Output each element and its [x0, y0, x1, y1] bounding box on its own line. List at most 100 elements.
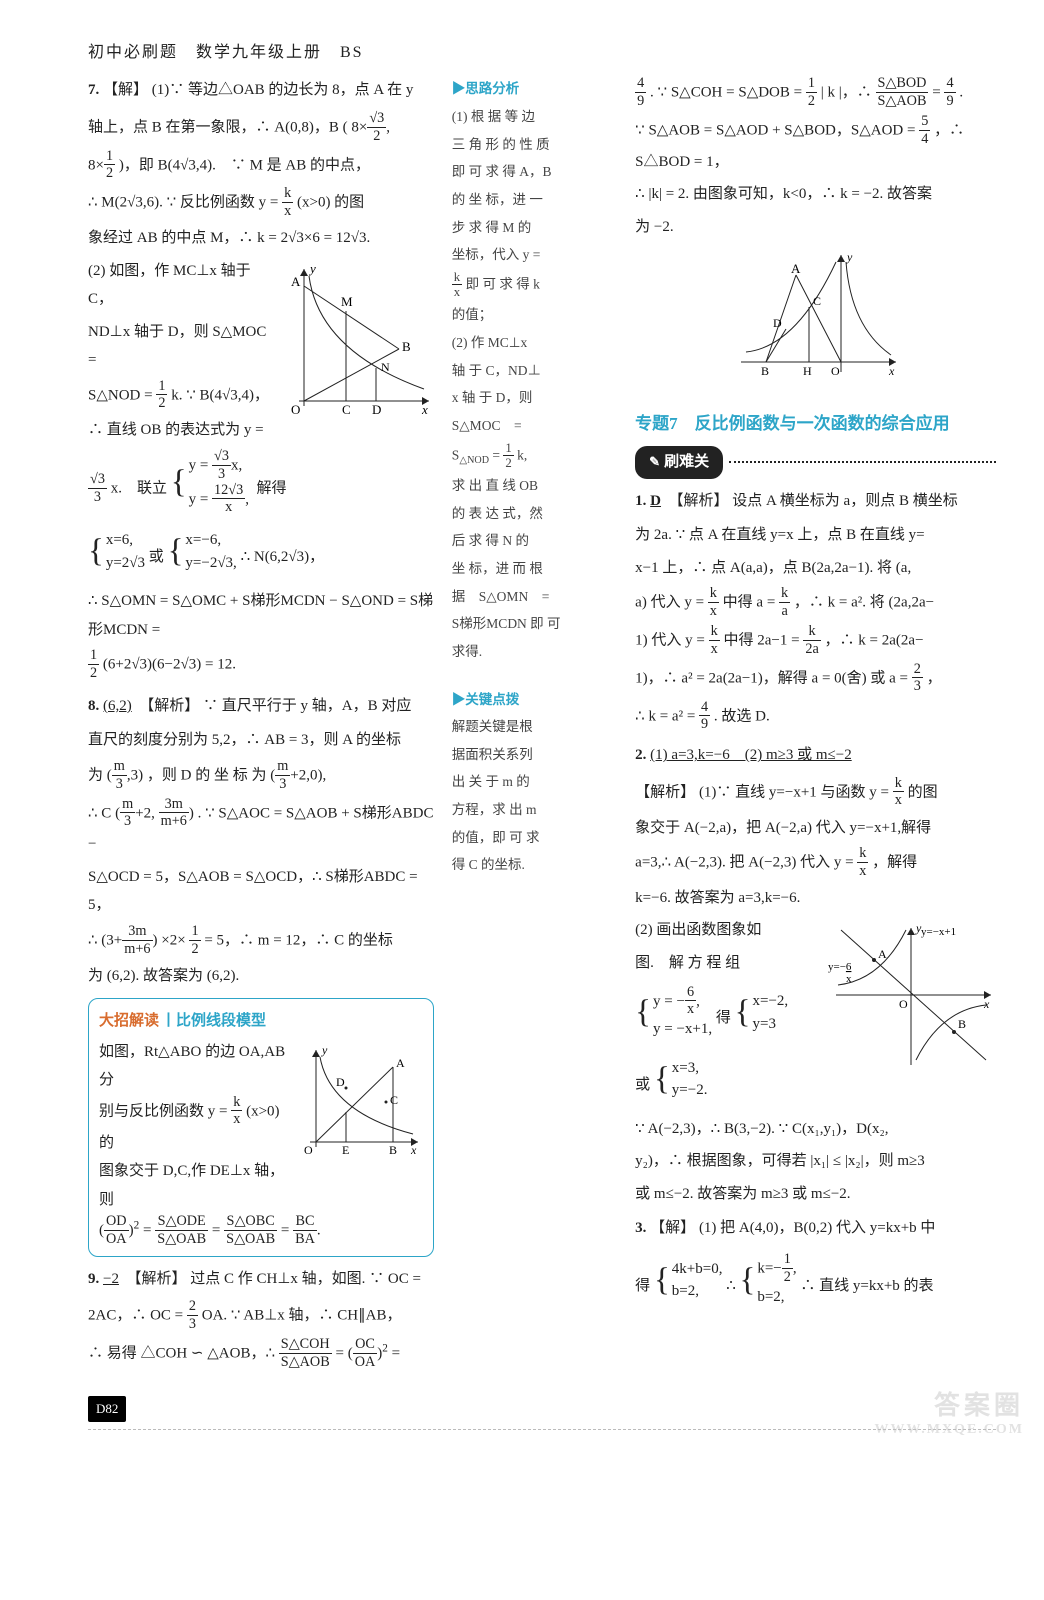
- page-footer: D82: [88, 1395, 996, 1431]
- topic-7-title: 专题7 反比例函数与一次函数的综合应用: [635, 408, 996, 440]
- hint-line: 出 关 于 m 的: [452, 769, 617, 795]
- q7-line: ∴ S△OMN = S△OMC + S梯形MCDN − S△OND = S梯形M…: [88, 587, 434, 644]
- hint-line: 三 角 形 的 性 质: [452, 132, 617, 158]
- svg-text:y: y: [846, 250, 853, 264]
- q8-text: ∵ 直尺平行于 y 轴，A，B 对应: [203, 698, 411, 714]
- svg-text:A: A: [878, 947, 887, 961]
- q2-line: a=3,∴ A(−2,3). 把 A(−2,3) 代入 y = kx ，解得: [635, 846, 996, 880]
- q8-tag: 【解析】: [139, 698, 199, 714]
- tip-line: 图象交于 D,C,作 DE⊥x 轴，则: [99, 1157, 423, 1214]
- q9-number: 9.: [88, 1271, 99, 1287]
- book-header: 初中必刷题 数学九年级上册 BS: [88, 38, 996, 68]
- svg-text:x: x: [888, 364, 895, 378]
- svg-text:B: B: [958, 1017, 966, 1031]
- svg-text:A: A: [791, 261, 801, 276]
- q8-line: 为 (m3,3) ，则 D 的 坐 标 为 (m3+2,0),: [88, 759, 434, 793]
- q2-answer: (1) a=3,k=−6 (2) m≥3 或 m≤−2: [650, 747, 852, 763]
- q1-answer: D: [650, 493, 661, 509]
- svg-text:A: A: [291, 274, 301, 289]
- hint8-title: ▶关键点拨: [452, 687, 617, 713]
- q2-line: ∵ A(−2,3)，∴ B(3,−2). ∵ C(x₁,y₁)，D(x₂,: [635, 1115, 996, 1144]
- hint-line: 步 求 得 M 的: [452, 215, 617, 241]
- hint-line: 即 可 求 得 A，B: [452, 159, 617, 185]
- problem-8: 8. (6,2) 【解析】 ∵ 直尺平行于 y 轴，A，B 对应: [88, 692, 434, 721]
- column-hints: ▶思路分析 (1) 根 据 等 边 三 角 形 的 性 质 即 可 求 得 A，…: [452, 76, 617, 1374]
- hint-line: S△MOC =: [452, 413, 617, 439]
- svg-text:y=−6: y=−6: [828, 961, 852, 973]
- hint-line: kx 即 可 求 得 k: [452, 270, 617, 301]
- q3-line: 得 { 4k+b=0,b=2, ∴ { k=−12, b=2, ∴ 直线 y=k…: [635, 1249, 996, 1312]
- q1-line: 为 2a. ∵ 点 A 在直线 y=x 上，点 B 在直线 y=: [635, 521, 996, 550]
- svg-text:O: O: [304, 1143, 313, 1157]
- section-shua: 刷难关: [635, 446, 996, 479]
- problem-7: 7. 【解】 (1)∵ 等边△OAB 的边长为 8，点 A 在 y: [88, 76, 434, 105]
- tip-box: 大招解读丨比例线段模型 A D C O E B x y: [88, 998, 434, 1257]
- hint-line: 求 出 直 线 OB: [452, 473, 617, 499]
- svg-text:A: A: [396, 1056, 405, 1070]
- hint-line: S梯形MCDN 即 可: [452, 611, 617, 637]
- q8-line: S△OCD = 5，S△AOB = S△OCD，∴ S梯形ABDC = 5，: [88, 863, 434, 920]
- hint7-title: ▶思路分析: [452, 76, 617, 102]
- svg-text:O: O: [291, 402, 300, 416]
- svg-text:C: C: [390, 1093, 398, 1107]
- q7-text: (1)∵ 等边△OAB 的边长为 8，点 A 在 y: [152, 82, 414, 98]
- q8-line: ∴ C (m3+2, 3mm+6) . ∵ S△AOC = S△AOB + S梯…: [88, 797, 434, 859]
- column-right: 49 . ∵ S△COH = S△DOB = 12 | k |，∴ S△BODS…: [635, 76, 996, 1374]
- graph-tipbox: A D C O E B x y: [298, 1042, 423, 1157]
- q7-line: ∴ M(2√3,6). ∵ 反比例函数 y = kx (x>0) 的图: [88, 186, 434, 220]
- svg-text:C: C: [813, 294, 821, 308]
- graph-q7: A M B N O C D x y: [284, 261, 434, 416]
- hint-line: (2) 作 MC⊥x: [452, 330, 617, 356]
- hint-line: 的值；: [452, 302, 617, 328]
- q8-line: 为 (6,2). 故答案为 (6,2).: [88, 962, 434, 991]
- svg-text:B: B: [389, 1143, 397, 1157]
- hint-line: 轴 于 C，ND⊥: [452, 358, 617, 384]
- svg-text:D: D: [336, 1075, 345, 1089]
- q9-text: 过点 C 作 CH⊥x 轴，如图. ∵ OC =: [190, 1271, 421, 1287]
- svg-text:D: D: [372, 402, 381, 416]
- q7-line: 轴上，点 B 在第一象限，∴ A(0,8)，B ( 8×√32,: [88, 111, 434, 145]
- column-left: 7. 【解】 (1)∵ 等边△OAB 的边长为 8，点 A 在 y 轴上，点 B…: [88, 76, 434, 1374]
- q9-line: ∴ 易得 △COH ∽ △AOB，∴ S△COHS△AOB = (OCOA)2 …: [88, 1337, 434, 1371]
- svg-text:O: O: [831, 364, 840, 378]
- svg-text:y: y: [321, 1043, 328, 1057]
- tip-title: 大招解读丨比例线段模型: [99, 1007, 423, 1036]
- q8-number: 8.: [88, 698, 99, 714]
- shua-badge: 刷难关: [635, 446, 723, 479]
- svg-text:x: x: [846, 973, 852, 985]
- problem-9: 9. −2 【解析】 过点 C 作 CH⊥x 轴，如图. ∵ OC =: [88, 1265, 434, 1294]
- hint-line: 坐 标，进 而 根: [452, 556, 617, 582]
- q2-line: y₂)，∴ 根据图象，可得若 |x₁| ≤ |x₂|，则 m≥3: [635, 1147, 996, 1176]
- svg-text:B: B: [402, 339, 411, 354]
- svg-text:E: E: [342, 1143, 349, 1157]
- q9-cont: ∴ |k| = 2. 由图象可知，k<0，∴ k = −2. 故答案: [635, 180, 996, 209]
- q1-line: a) 代入 y = kx 中得 a = ka ，∴ k = a². 将 (2a,…: [635, 586, 996, 620]
- q7-line: 8×12 )，即 B(4√3,4). ∵ M 是 AB 的中点，: [88, 149, 434, 183]
- q9-cont: 为 −2.: [635, 213, 996, 242]
- q7-line: ∴ 直线 OB 的表达式为 y =: [88, 416, 434, 445]
- q2-line: 【解析】 (1)∵ 直线 y=−x+1 与函数 y = kx 的图: [635, 776, 996, 810]
- hint-line: 的 表 达 式，然: [452, 501, 617, 527]
- svg-text:y: y: [915, 921, 922, 935]
- hint-line: 方程，求 出 m: [452, 797, 617, 823]
- svg-text:H: H: [803, 364, 812, 378]
- svg-text:x: x: [421, 402, 428, 416]
- svg-text:x: x: [410, 1143, 417, 1157]
- q9-answer: −2: [103, 1271, 119, 1287]
- tip-eq: (ODOA)2 = S△ODES△OAB = S△OBCS△OAB = BCBA…: [99, 1214, 423, 1248]
- problem-3: 3. 【解】 (1) 把 A(4,0)，B(0,2) 代入 y=kx+b 中: [635, 1214, 996, 1243]
- hint-line: 解题关键是根: [452, 714, 617, 740]
- q9-tag: 【解析】: [126, 1271, 186, 1287]
- hint-line: 的 坐 标，进 一: [452, 187, 617, 213]
- svg-text:O: O: [899, 997, 908, 1011]
- q2-line: 或 m≤−2. 故答案为 m≥3 或 m≤−2.: [635, 1180, 996, 1209]
- q7-tag: 【解】: [103, 82, 148, 98]
- q1-line: ∴ k = a² = 49 . 故选 D.: [635, 700, 996, 734]
- q7-line: 象经过 AB 的中点 M，∴ k = 2√3×6 = 12√3.: [88, 224, 434, 253]
- hint-line: x 轴 于 D，则: [452, 385, 617, 411]
- hint-line: 坐标，代入 y =: [452, 242, 617, 268]
- hint-line: 据 S△OMN =: [452, 584, 617, 610]
- q2-line: k=−6. 故答案为 a=3,k=−6.: [635, 884, 996, 913]
- q1-line: 1)，∴ a² = 2a(2a−1)，解得 a = 0(舍) 或 a = 23 …: [635, 662, 996, 696]
- hint-line: 求得.: [452, 639, 617, 665]
